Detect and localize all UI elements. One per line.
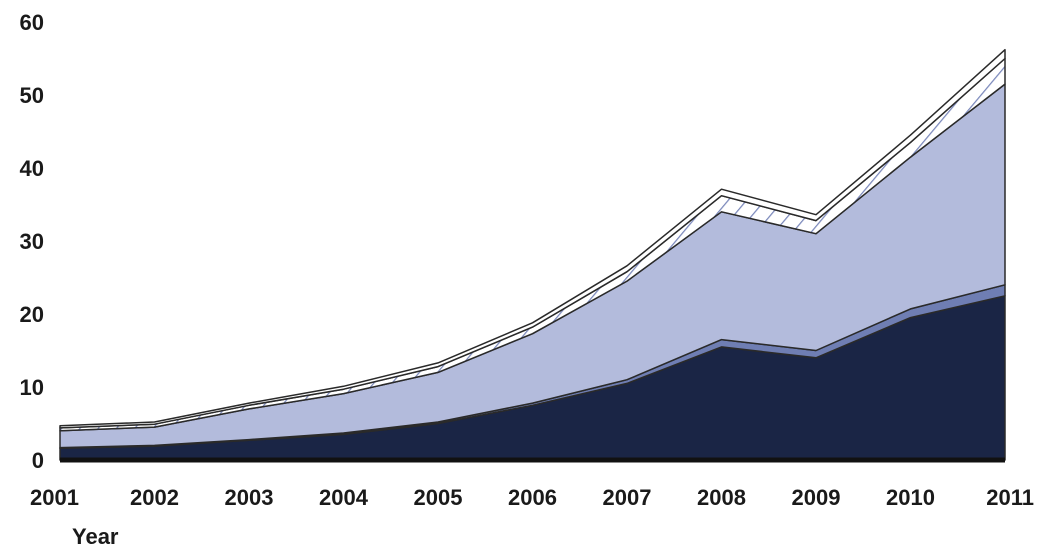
x-tick-label: 2003 [225,485,274,510]
y-axis-ticks: 0 10 20 30 40 50 60 [20,10,44,473]
x-tick-label: 2010 [886,485,935,510]
y-tick-label: 0 [32,448,44,473]
y-tick-label: 50 [20,83,44,108]
y-tick-label: 30 [20,229,44,254]
y-tick-label: 20 [20,302,44,327]
y-tick-label: 60 [20,10,44,35]
x-axis-ticks: 2001 2002 2003 2004 2005 2006 2007 2008 2009 2010… [30,485,1034,510]
series-areas [59,48,1006,463]
x-axis-title: Year [72,524,119,548]
x-tick-label: 2011 [986,485,1034,510]
x-tick-label: 2006 [508,485,557,510]
x-tick-label: 2007 [603,485,652,510]
y-tick-label: 10 [20,375,44,400]
series-5-area [59,48,1006,429]
x-tick-label: 2001 [30,485,79,510]
x-tick-label: 2002 [130,485,179,510]
x-tick-label: 2009 [792,485,841,510]
x-tick-label: 2008 [697,485,746,510]
y-tick-label: 40 [20,156,44,181]
x-tick-label: 2005 [414,485,463,510]
x-tick-label: 2004 [319,485,369,510]
